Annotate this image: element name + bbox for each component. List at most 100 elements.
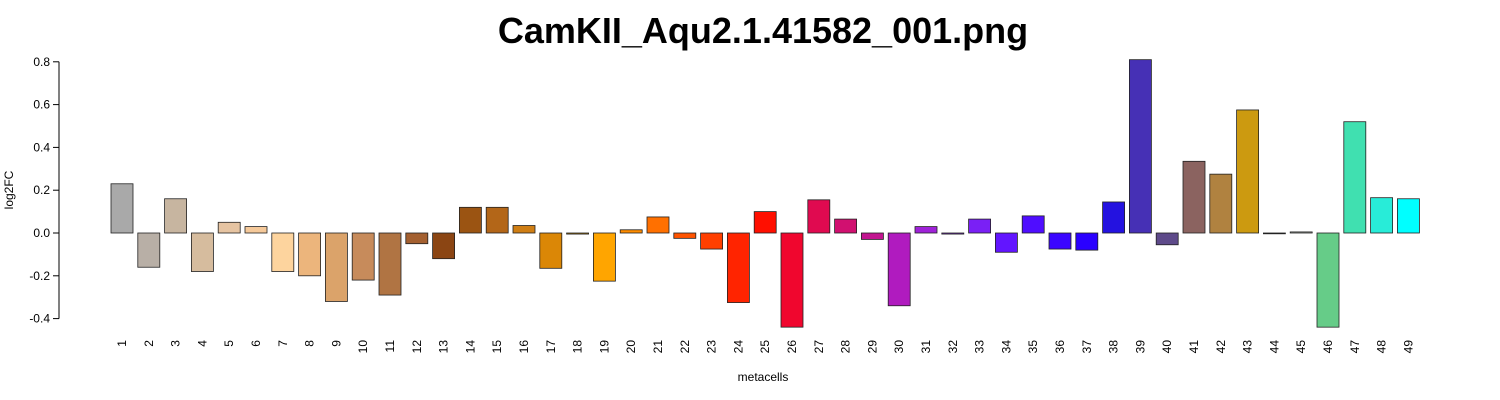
y-axis: -0.4 -0.2 0.0 0.2 0.4 0.6 0.8	[29, 55, 60, 326]
y-tick-label: 0.8	[33, 55, 50, 69]
bar-5	[217, 221, 241, 234]
bar-32	[941, 232, 965, 235]
x-tick-label-9: 9	[329, 340, 343, 347]
x-tick-label-26: 26	[785, 340, 799, 354]
x-tick-label-42: 42	[1214, 340, 1228, 354]
bar-8	[298, 232, 322, 277]
x-tick-label-19: 19	[597, 340, 611, 354]
bar-49	[1397, 198, 1420, 234]
x-tick-labels: 1 2 3 4 5 6 7 8 9 10 11 12 13 14 15 16 17 18 19 20 21 22 23 24 2…	[115, 340, 1415, 354]
bar-47	[1343, 121, 1367, 234]
bar-27	[807, 199, 831, 234]
bar-1	[110, 183, 134, 234]
x-tick-label-29: 29	[865, 340, 879, 354]
bar-3	[164, 198, 188, 234]
bar-44	[1263, 232, 1286, 235]
bar-48	[1370, 197, 1393, 234]
x-tick-label-45: 45	[1294, 340, 1308, 354]
bar-7	[271, 232, 295, 272]
x-tick-label-34: 34	[999, 340, 1013, 354]
x-tick-label-13: 13	[437, 340, 451, 354]
x-tick-label-37: 37	[1080, 340, 1094, 354]
bar-42	[1209, 173, 1233, 234]
y-tick-label: 0.0	[33, 226, 50, 240]
bar-29	[861, 232, 884, 240]
bar-22	[673, 232, 697, 239]
bar-15	[485, 206, 509, 234]
bar-39	[1129, 59, 1152, 234]
bar-36	[1048, 232, 1072, 250]
bar-24	[727, 232, 750, 303]
bar-23	[700, 232, 723, 250]
x-tick-label-5: 5	[222, 340, 236, 347]
x-tick-label-6: 6	[249, 340, 263, 347]
bar-11	[378, 232, 402, 296]
x-tick-label-39: 39	[1133, 340, 1147, 354]
y-tick-label: -0.2	[29, 269, 50, 283]
x-tick-label-23: 23	[705, 340, 719, 354]
x-tick-label-11: 11	[383, 340, 397, 353]
bar-37	[1075, 232, 1099, 251]
x-axis-label: metacells	[738, 370, 789, 384]
x-tick-label-18: 18	[571, 340, 585, 354]
bar-30	[887, 232, 911, 307]
bar-45	[1289, 231, 1313, 234]
x-tick-label-30: 30	[892, 340, 906, 354]
x-tick-label-35: 35	[1026, 340, 1040, 354]
x-tick-label-27: 27	[812, 340, 826, 354]
x-tick-label-21: 21	[651, 340, 665, 354]
x-tick-label-1: 1	[115, 340, 129, 347]
x-tick-label-40: 40	[1160, 340, 1174, 354]
x-tick-label-4: 4	[195, 340, 209, 347]
x-tick-label-32: 32	[946, 340, 960, 354]
bar-16	[512, 225, 536, 234]
bar-34	[995, 232, 1018, 253]
x-tick-label-44: 44	[1267, 340, 1281, 354]
x-tick-label-17: 17	[544, 340, 558, 354]
x-tick-label-16: 16	[517, 340, 531, 354]
x-tick-label-25: 25	[758, 340, 772, 354]
bar-40	[1155, 232, 1179, 246]
x-tick-label-36: 36	[1053, 340, 1067, 354]
y-tick-label: 0.6	[33, 98, 50, 112]
bar-13	[432, 232, 456, 260]
bar-10	[351, 232, 375, 281]
x-tick-label-15: 15	[490, 340, 504, 354]
x-tick-label-28: 28	[839, 340, 853, 354]
x-tick-label-46: 46	[1321, 340, 1335, 354]
bar-20	[619, 229, 643, 234]
x-tick-label-22: 22	[678, 340, 692, 354]
x-tick-label-48: 48	[1375, 340, 1389, 354]
bar-9	[324, 232, 348, 302]
bar-41	[1182, 160, 1206, 234]
x-tick-label-14: 14	[463, 340, 477, 354]
x-tick-label-33: 33	[973, 340, 987, 354]
bar-6	[244, 226, 268, 234]
bar-43	[1236, 109, 1259, 234]
x-tick-label-12: 12	[410, 340, 424, 354]
bar-26	[780, 232, 804, 328]
y-tick-label: -0.4	[29, 312, 50, 326]
x-tick-label-20: 20	[624, 340, 638, 354]
y-tick-label: 0.2	[33, 183, 50, 197]
bar-46	[1316, 232, 1340, 328]
bar-28	[834, 218, 857, 234]
bar-25	[753, 211, 777, 234]
x-tick-label-8: 8	[303, 340, 317, 347]
bar-4	[190, 232, 214, 272]
x-tick-label-43: 43	[1241, 340, 1255, 354]
x-tick-label-7: 7	[276, 340, 290, 347]
x-tick-label-49: 49	[1401, 340, 1415, 354]
x-tick-label-31: 31	[919, 340, 933, 354]
bar-17	[539, 232, 563, 269]
bar-14	[458, 206, 482, 234]
bar-18	[566, 232, 589, 235]
bar-31	[914, 226, 938, 234]
x-tick-label-2: 2	[142, 340, 156, 347]
y-tick-label: 0.4	[33, 140, 50, 154]
bars	[110, 59, 1420, 328]
bar-2	[137, 232, 161, 268]
y-axis-label: log2FC	[2, 170, 16, 209]
bar-21	[646, 216, 670, 234]
